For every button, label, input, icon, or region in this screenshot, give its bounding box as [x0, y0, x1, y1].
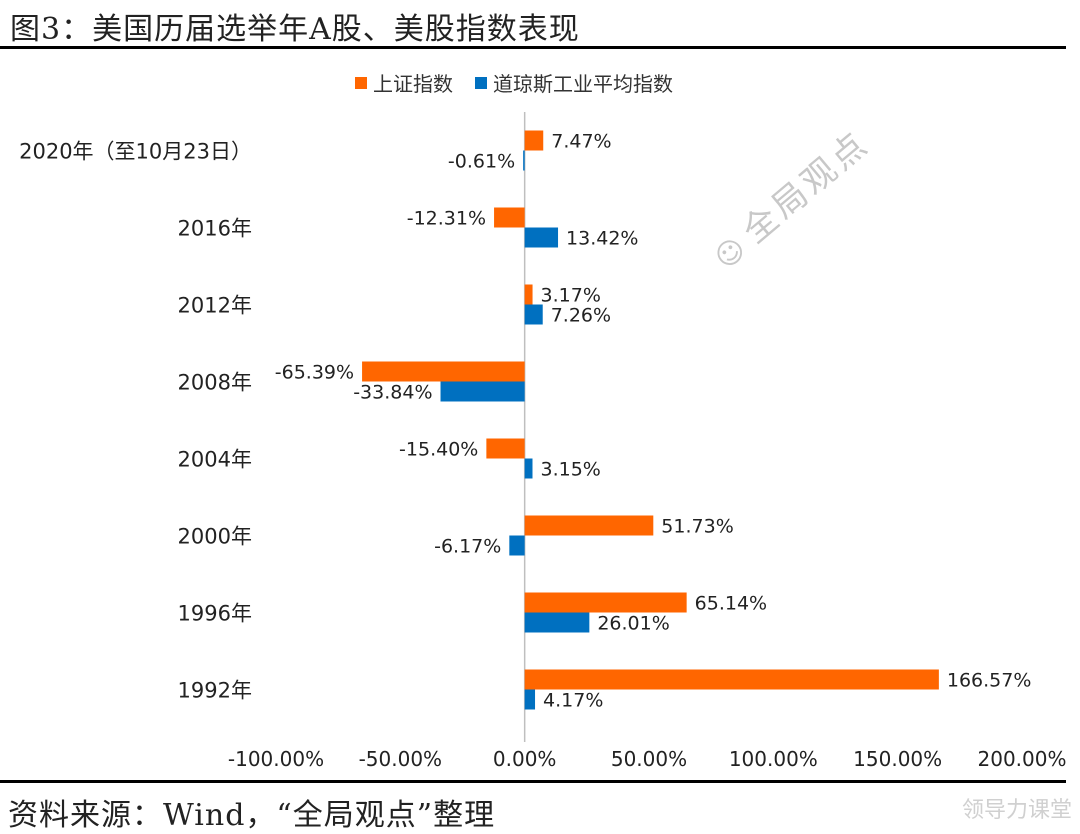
legend-label-dow: 道琼斯工业平均指数 — [493, 72, 673, 96]
x-tick-label: 50.00% — [611, 747, 687, 771]
legend-label-shanghai: 上证指数 — [373, 72, 453, 96]
data-label-shanghai: -65.39% — [275, 362, 354, 384]
bar-dow — [524, 612, 590, 633]
bar-shanghai — [524, 130, 544, 151]
legend-swatch-shanghai — [355, 76, 367, 89]
bar-dow — [524, 458, 533, 479]
data-label-dow: -0.61% — [448, 151, 515, 173]
bar-shanghai — [524, 669, 939, 690]
category-label: 2016年 — [178, 217, 252, 241]
x-tick-label: 100.00% — [729, 747, 818, 771]
data-label-dow: 7.26% — [551, 305, 611, 327]
bar-dow — [524, 689, 536, 710]
bar-chart: 2020年（至10月23日） 7.47% -0.61% 2016年 -12.31% 13.… — [19, 112, 1067, 771]
data-label-dow: 4.17% — [543, 690, 603, 712]
legend-item-shanghai: 上证指数 — [355, 68, 453, 97]
source-note: 资料来源：Wind，“全局观点”整理 — [8, 798, 496, 833]
legend-swatch-dow — [475, 76, 487, 89]
data-label-shanghai: 7.47% — [551, 131, 611, 153]
x-tick-label: 200.00% — [978, 747, 1067, 771]
data-label-dow: -6.17% — [434, 536, 501, 558]
category-label: 2000年 — [178, 525, 252, 549]
bar-shanghai — [362, 361, 525, 382]
category-label: 1992年 — [178, 679, 252, 703]
bar-shanghai — [524, 515, 654, 536]
data-label-dow: -33.84% — [353, 382, 432, 404]
category-label: 2020年（至10月23日） — [19, 140, 252, 164]
category-label: 2012年 — [178, 294, 252, 318]
source-divider — [0, 780, 1066, 783]
x-tick-label: 0.00% — [493, 747, 557, 771]
corner-watermark: 领导力课堂 — [961, 798, 1072, 823]
bar-dow — [524, 304, 543, 325]
data-label-dow: 26.01% — [597, 613, 669, 635]
x-tick-label: -50.00% — [359, 747, 442, 771]
chart-legend: 上证指数 道琼斯工业平均指数 — [355, 68, 695, 97]
data-label-shanghai: 166.57% — [947, 670, 1032, 692]
chart-title: 图3：美国历届选举年A股、美股指数表现 — [10, 12, 580, 47]
bar-dow — [524, 227, 559, 248]
title-divider — [0, 46, 1066, 49]
bar-dow — [509, 535, 525, 556]
category-label: 2004年 — [178, 448, 252, 472]
data-label-dow: 3.15% — [540, 459, 600, 481]
data-label-shanghai: 51.73% — [661, 516, 733, 538]
bar-shanghai — [524, 284, 533, 305]
legend-item-dow: 道琼斯工业平均指数 — [475, 68, 673, 97]
data-label-shanghai: 65.14% — [695, 593, 767, 615]
bar-shanghai — [524, 592, 687, 613]
x-tick-label: -100.00% — [228, 747, 324, 771]
bar-dow — [523, 150, 525, 171]
category-label: 1996年 — [178, 602, 252, 626]
x-tick-label: 150.00% — [853, 747, 942, 771]
bar-shanghai — [494, 207, 525, 228]
bar-dow — [440, 381, 525, 402]
category-label: 2008年 — [178, 371, 252, 395]
data-label-shanghai: 3.17% — [541, 285, 601, 307]
data-label-dow: 13.42% — [566, 228, 638, 250]
data-label-shanghai: -15.40% — [399, 439, 478, 461]
data-label-shanghai: -12.31% — [407, 208, 486, 230]
bar-shanghai — [486, 438, 525, 459]
